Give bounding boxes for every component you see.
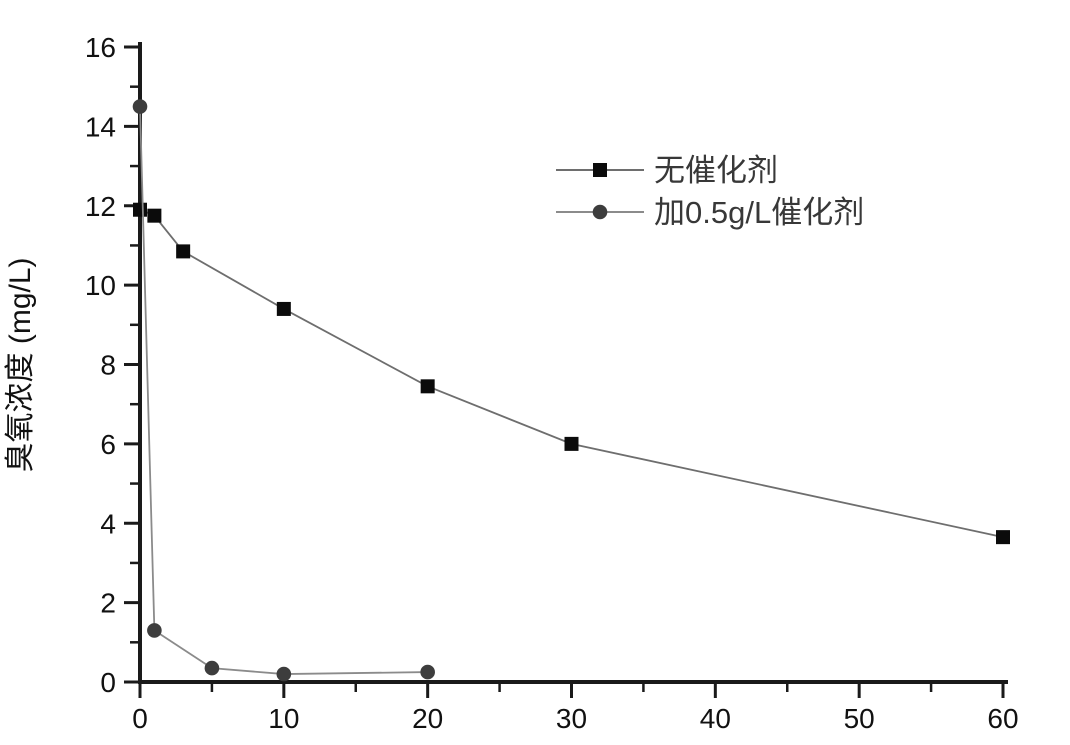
y-tick-label: 0 [100, 667, 116, 698]
series-0-line [139, 208, 1004, 539]
series-0-square-marker [276, 301, 291, 316]
y-tick-label: 8 [100, 350, 116, 381]
series-1-circle-marker [132, 99, 148, 114]
series-1-circle-marker [204, 660, 220, 676]
series-0-square-marker [147, 208, 162, 223]
series-0-square-marker [420, 379, 435, 394]
y-axis-title: 臭氧浓度 (mg/L) [4, 257, 37, 472]
series-0-square-marker [133, 202, 147, 217]
y-tick-label: 2 [100, 588, 116, 619]
series-1-circle-marker [276, 666, 292, 682]
y-tick-label: 16 [85, 32, 116, 63]
x-tick-label: 20 [412, 703, 443, 734]
x-tick-label: 30 [556, 703, 587, 734]
series-0-square-marker [996, 530, 1010, 545]
legend-label: 无催化剂 [654, 153, 778, 188]
legend-item: 无催化剂 [556, 153, 778, 188]
x-tick-label: 50 [844, 703, 875, 734]
x-tick-label: 10 [268, 703, 299, 734]
legend-item: 加0.5g/L催化剂 [556, 195, 864, 230]
series-0-square-marker [176, 244, 191, 259]
y-tick-label: 10 [85, 270, 116, 301]
series-0 [133, 202, 1010, 545]
series-1-circle-marker [420, 664, 435, 680]
y-tick-label: 12 [85, 191, 116, 222]
legend-square-marker [593, 163, 607, 177]
y-tick-label: 4 [100, 508, 116, 539]
legend-circle-marker [592, 204, 608, 220]
series-1 [132, 99, 435, 682]
x-tick-label: 0 [132, 703, 148, 734]
series-0-square-marker [564, 436, 579, 451]
series-1-circle-marker [147, 623, 162, 638]
y-tick-label: 14 [85, 111, 116, 142]
series-1-line [139, 106, 428, 675]
x-tick-label: 60 [987, 703, 1018, 734]
y-tick-label: 6 [100, 429, 116, 460]
x-tick-label: 40 [700, 703, 731, 734]
legend-label: 加0.5g/L催化剂 [654, 195, 864, 230]
